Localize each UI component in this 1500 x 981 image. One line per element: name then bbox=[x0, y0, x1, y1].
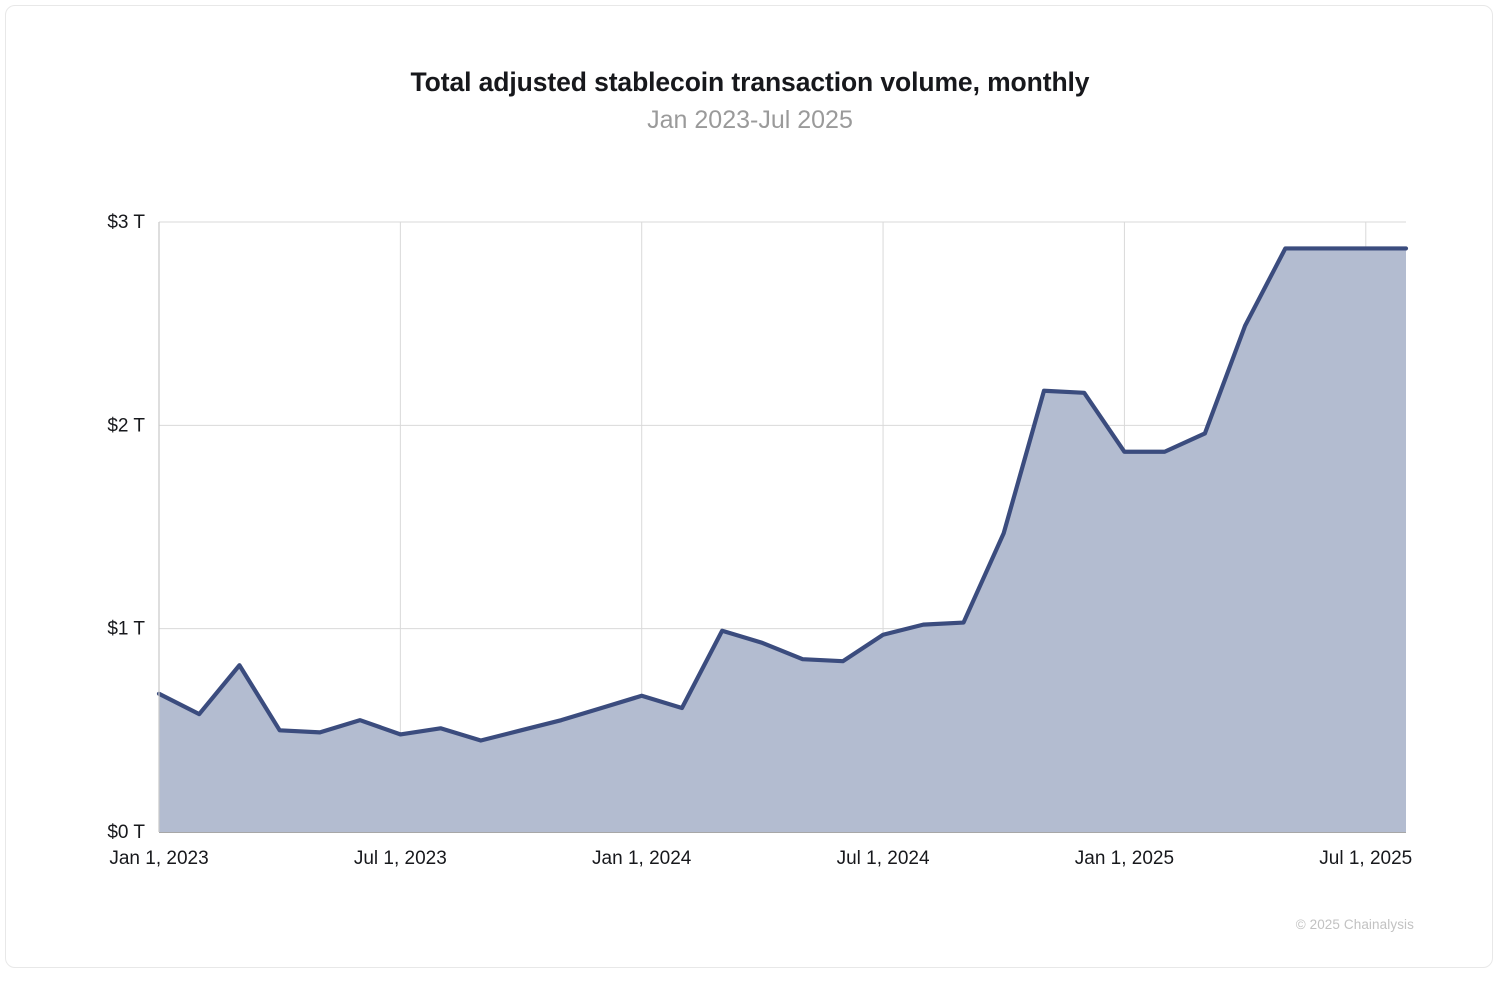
series-line bbox=[156, 246, 1409, 743]
x-axis-tick-label: Jul 1, 2024 bbox=[837, 848, 930, 869]
chart-subtitle: Jan 2023-Jul 2025 bbox=[647, 106, 853, 135]
area-chart-svg: $0 T$1 T$2 T$3 T Jan 1, 2023 Jul 1, 2023 J… bbox=[107, 212, 1412, 869]
y-axis-tick-label: $3 T bbox=[107, 212, 145, 233]
chart-plot-area: $0 T $1 T $2 T $3 T Jan 1, 2023 Jul 1, 2023 J… bbox=[6, 6, 1500, 981]
series-area bbox=[159, 248, 1406, 832]
x-axis-tick-label: Jul 1, 2023 bbox=[354, 848, 447, 869]
y-axis-tick-label: $1 T bbox=[107, 619, 145, 640]
y-axis-tick-labels: $0 T $1 T $2 T $3 T bbox=[107, 212, 145, 843]
chart-header: Total adjusted stablecoin transaction vo… bbox=[6, 66, 1494, 136]
x-axis-tick-label: Jan 1, 2023 bbox=[109, 848, 208, 869]
y-axis-tick-label: $0 T bbox=[107, 822, 145, 843]
copyright-credit: © 2025 Chainalysis bbox=[1295, 917, 1414, 932]
x-axis-tick-label: Jul 1, 2025 bbox=[1319, 848, 1412, 869]
x-axis-tick-labels: Jan 1, 2023 Jul 1, 2023 Jan 1, 2024 Jul 1, … bbox=[109, 848, 1412, 869]
chart-card: Total adjusted stablecoin transaction vo… bbox=[5, 5, 1493, 968]
y-axis-tick-label: $2 T bbox=[107, 415, 145, 436]
x-axis-tick-label: Jan 1, 2024 bbox=[592, 848, 692, 869]
x-axis-tick-label: Jan 1, 2025 bbox=[1075, 848, 1174, 869]
series-area-fill bbox=[159, 248, 1406, 832]
page-title: Total adjusted stablecoin transaction vo… bbox=[410, 67, 1090, 97]
series-line-path bbox=[156, 246, 1409, 743]
